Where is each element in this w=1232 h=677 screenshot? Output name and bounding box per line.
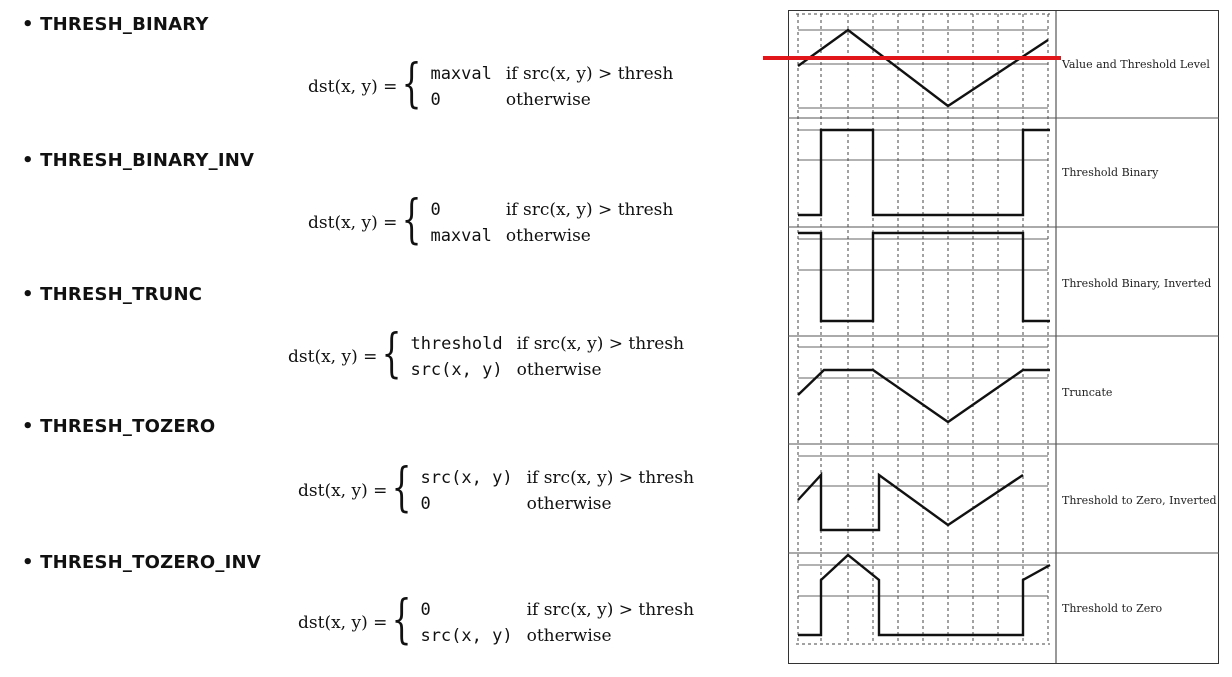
curve-binary-inv [798,231,1050,323]
curve-binary [798,128,1050,217]
case-condition: otherwise [526,626,612,646]
case-value: maxval [430,226,492,246]
case-value: src(x, y) [420,468,513,488]
case-value: maxval [430,64,492,84]
formula-binary: dst(x, y) = { maxval if src(x, y) > thre… [308,58,674,112]
threshold-annotation-line [763,56,1061,60]
brace-icon: { [381,324,402,384]
mode-heading-binary-inv: • THRESH_BINARY_INV [22,150,255,171]
formula-binary-inv: dst(x, y) = { 0 if src(x, y) > thresh ma… [308,194,674,248]
case-condition: otherwise [505,90,591,110]
case-value: 0 [420,600,431,620]
case-value: 0 [430,90,441,110]
curve-tozero-inv [797,471,1024,532]
curve-value [797,28,1049,108]
case-value: src(x, y) [410,360,503,380]
formula-tozero: dst(x, y) = { src(x, y) if src(x, y) > t… [298,462,695,516]
case-condition: otherwise [505,226,591,246]
diagram-label-tozero: Threshold to Zero [1062,602,1163,615]
case-condition: if src(x, y) > thresh [505,64,674,84]
case-value: threshold [410,334,503,354]
mode-heading-trunc: • THRESH_TRUNC [22,284,203,305]
case-value: src(x, y) [420,626,513,646]
curve-truncate [797,368,1050,424]
formula-tozero-inv: dst(x, y) = { 0 if src(x, y) > thresh sr… [298,594,695,648]
plot-grid-vertical [796,13,1050,645]
brace-icon: { [401,190,422,250]
plot-grid-horizontal [798,29,1048,597]
threshold-diagram [788,10,1219,664]
diagram-label-tozero-inv: Threshold to Zero, Inverted [1062,494,1217,507]
case-condition: if src(x, y) > thresh [505,200,674,220]
row-separators [788,117,1219,554]
case-condition: if src(x, y) > thresh [526,468,695,488]
mode-heading-tozero: • THRESH_TOZERO [22,416,216,437]
case-condition: otherwise [526,494,612,514]
diagram-label-value: Value and Threshold Level [1062,58,1210,71]
formula-lhs: dst(x, y) = [298,481,388,501]
diagram-label-binary-inv: Threshold Binary, Inverted [1062,277,1212,290]
case-value: 0 [420,494,431,514]
formula-lhs: dst(x, y) = [288,347,378,367]
brace-icon: { [391,458,412,518]
signal-curves [797,28,1051,637]
diagram-label-binary: Threshold Binary [1062,166,1159,179]
formula-lhs: dst(x, y) = [298,613,388,633]
formula-lhs: dst(x, y) = [308,77,398,97]
case-value: 0 [430,200,441,220]
curve-tozero [798,553,1051,637]
diagram-label-truncate: Truncate [1062,386,1113,399]
formula-trunc: dst(x, y) = { threshold if src(x, y) > t… [288,328,685,382]
brace-icon: { [401,54,422,114]
diagram-frame [788,10,1219,664]
brace-icon: { [391,590,412,650]
case-condition: if src(x, y) > thresh [526,600,695,620]
case-condition: if src(x, y) > thresh [516,334,685,354]
case-condition: otherwise [516,360,602,380]
mode-heading-tozero-inv: • THRESH_TOZERO_INV [22,552,261,573]
formula-lhs: dst(x, y) = [308,213,398,233]
mode-heading-binary: • THRESH_BINARY [22,14,209,35]
